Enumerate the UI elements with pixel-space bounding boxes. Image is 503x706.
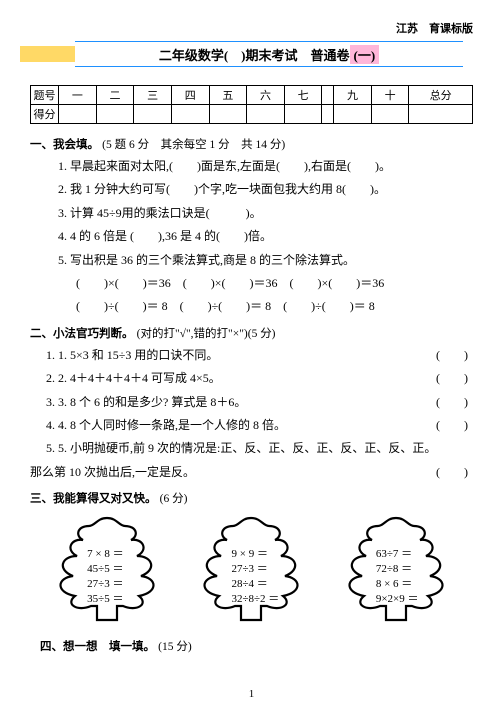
section-3-heading: 三、我能算得又对又快。 (6 分) bbox=[30, 490, 473, 506]
heading-text: 一、我会填。 bbox=[30, 139, 99, 151]
equation-list: 63÷7 ＝ 72÷8 ＝ 8 × 6 ＝ 9×2×9 ＝ bbox=[376, 547, 419, 606]
table-row: 得分 bbox=[31, 105, 473, 124]
list-item: ( )÷( )＝ 8 ( )÷( )＝ 8 ( )÷( )＝ 8 bbox=[58, 296, 473, 316]
heading-text: 三、我能算得又对又快。 bbox=[30, 493, 157, 505]
list-item: 4. 4 的 6 倍是 ( ),36 是 4 的( )倍。 bbox=[58, 226, 473, 246]
col-header bbox=[322, 86, 334, 105]
row-label: 得分 bbox=[31, 105, 59, 124]
q-text: 5. 小明抛硬币,前 9 次的情况是:正、反、正、反、正、反、正、反、正。 bbox=[58, 441, 436, 455]
q-text: 那么第 10 次抛出后,一定是反。 bbox=[30, 465, 195, 479]
score-cell bbox=[209, 105, 247, 124]
col-header: 二 bbox=[96, 86, 134, 105]
score-cell bbox=[334, 105, 372, 124]
heading-note: (15 分) bbox=[158, 641, 192, 653]
equation-list: 7 × 8 ＝ 45÷5 ＝ 27÷3 ＝ 35÷5 ＝ bbox=[87, 547, 123, 606]
title-bar: 二年级数学( )期末考试 普通卷 (一) bbox=[30, 41, 473, 67]
score-cell bbox=[171, 105, 209, 124]
score-cell bbox=[59, 105, 97, 124]
yellow-accent bbox=[20, 46, 75, 62]
tree-1: 7 × 8 ＝ 45÷5 ＝ 27÷3 ＝ 35÷5 ＝ bbox=[47, 514, 167, 624]
heading-text: 二、小法官巧判断。 bbox=[30, 328, 134, 340]
score-cell bbox=[371, 105, 409, 124]
tree-row: 7 × 8 ＝ 45÷5 ＝ 27÷3 ＝ 35÷5 ＝ 9 × 9 ＝ 27÷… bbox=[30, 514, 473, 624]
score-cell bbox=[284, 105, 322, 124]
q5-continuation: 那么第 10 次抛出后,一定是反。 ( ) bbox=[30, 462, 473, 482]
col-header: 总分 bbox=[409, 86, 473, 105]
q-text: 4. 8 个人同时修一条路,是一个人修的 8 倍。 bbox=[58, 418, 286, 432]
section-2-list: 1. 5×3 和 15÷3 用的口诀不同。 ( ) 2. 4＋4＋4＋4＋4 可写… bbox=[30, 345, 473, 459]
equation: 35÷5 ＝ bbox=[87, 592, 123, 607]
table-row: 题号 一 二 三 四 五 六 七 九 十 总分 bbox=[31, 86, 473, 105]
exam-title: 二年级数学( )期末考试 普通卷 (一) bbox=[75, 41, 463, 67]
col-header: 七 bbox=[284, 86, 322, 105]
list-item: 1. 5×3 和 15÷3 用的口诀不同。 ( ) bbox=[58, 345, 473, 365]
col-header: 四 bbox=[171, 86, 209, 105]
equation: 72÷8 ＝ bbox=[376, 562, 419, 577]
score-cell bbox=[322, 105, 334, 124]
list-item: ( )×( )＝36 ( )×( )＝36 ( )×( )＝36 bbox=[58, 273, 473, 293]
row-label: 题号 bbox=[31, 86, 59, 105]
col-header: 五 bbox=[209, 86, 247, 105]
equation: 7 × 8 ＝ bbox=[87, 547, 123, 562]
equation: 27÷3 ＝ bbox=[87, 577, 123, 592]
list-item: 3. 计算 45÷9用的乘法口诀是( )。 bbox=[58, 203, 473, 223]
col-header: 一 bbox=[59, 86, 97, 105]
equation: 28÷4 ＝ bbox=[231, 577, 279, 592]
equation: 63÷7 ＝ bbox=[376, 547, 419, 562]
score-cell bbox=[247, 105, 285, 124]
col-header: 十 bbox=[371, 86, 409, 105]
tree-2: 9 × 9 ＝ 27÷3 ＝ 28÷4 ＝ 32÷8÷2 ＝ bbox=[191, 514, 311, 624]
answer-bracket: ( ) bbox=[436, 462, 468, 482]
list-item: 1. 早晨起来面对太阳,( )面是东,左面是( ),右面是( )。 bbox=[58, 156, 473, 176]
col-header: 三 bbox=[134, 86, 172, 105]
tree-3: 63÷7 ＝ 72÷8 ＝ 8 × 6 ＝ 9×2×9 ＝ bbox=[336, 514, 456, 624]
section-4-heading: 四、想一想 填一填。 (15 分) bbox=[30, 638, 473, 654]
equation-list: 9 × 9 ＝ 27÷3 ＝ 28÷4 ＝ 32÷8÷2 ＝ bbox=[231, 547, 279, 606]
answer-bracket: ( ) bbox=[436, 368, 468, 388]
answer-bracket: ( ) bbox=[436, 392, 468, 412]
equation: 45÷5 ＝ bbox=[87, 562, 123, 577]
heading-note: (5 题 6 分 其余每空 1 分 共 14 分) bbox=[102, 139, 285, 151]
score-cell bbox=[409, 105, 473, 124]
page-number: 1 bbox=[0, 688, 503, 700]
section-2-heading: 二、小法官巧判断。 (对的打"√",错的打"×")(5 分) bbox=[30, 325, 473, 341]
equation: 9×2×9 ＝ bbox=[376, 592, 419, 607]
publisher-label: 江苏 育课标版 bbox=[30, 20, 473, 36]
score-cell bbox=[96, 105, 134, 124]
equation: 9 × 9 ＝ bbox=[231, 547, 279, 562]
title-main: 二年级数学( )期末考试 普通卷 bbox=[159, 45, 350, 64]
equation: 27÷3 ＝ bbox=[231, 562, 279, 577]
score-table: 题号 一 二 三 四 五 六 七 九 十 总分 得分 bbox=[30, 85, 473, 124]
col-header: 九 bbox=[334, 86, 372, 105]
heading-text: 四、想一想 填一填。 bbox=[40, 641, 155, 653]
list-item: 5. 写出积是 36 的三个乘法算式,商是 8 的三个除法算式。 bbox=[58, 250, 473, 270]
list-item: 2. 我 1 分钟大约可写( )个字,吃一块面包我大约用 8( )。 bbox=[58, 179, 473, 199]
list-item: 5. 小明抛硬币,前 9 次的情况是:正、反、正、反、正、反、正、反、正。 bbox=[58, 438, 473, 458]
q-text: 1. 5×3 和 15÷3 用的口诀不同。 bbox=[58, 348, 218, 362]
title-suffix: (一) bbox=[350, 45, 380, 64]
q-text: 3. 8 个 6 的和是多少? 算式是 8＋6。 bbox=[58, 395, 246, 409]
section-1-heading: 一、我会填。 (5 题 6 分 其余每空 1 分 共 14 分) bbox=[30, 136, 473, 152]
heading-note: (6 分) bbox=[160, 493, 188, 505]
equation: 32÷8÷2 ＝ bbox=[231, 592, 279, 607]
list-item: 2. 4＋4＋4＋4＋4 可写成 4×5。 ( ) bbox=[58, 368, 473, 388]
answer-bracket: ( ) bbox=[436, 345, 468, 365]
score-cell bbox=[134, 105, 172, 124]
section-1-list: 1. 早晨起来面对太阳,( )面是东,左面是( ),右面是( )。 2. 我 1… bbox=[30, 156, 473, 317]
equation: 8 × 6 ＝ bbox=[376, 577, 419, 592]
list-item: 4. 8 个人同时修一条路,是一个人修的 8 倍。 ( ) bbox=[58, 415, 473, 435]
heading-note: (对的打"√",错的打"×")(5 分) bbox=[137, 328, 276, 340]
list-item: 3. 8 个 6 的和是多少? 算式是 8＋6。 ( ) bbox=[58, 392, 473, 412]
col-header: 六 bbox=[247, 86, 285, 105]
q-text: 2. 4＋4＋4＋4＋4 可写成 4×5。 bbox=[58, 371, 221, 385]
answer-bracket: ( ) bbox=[436, 415, 468, 435]
